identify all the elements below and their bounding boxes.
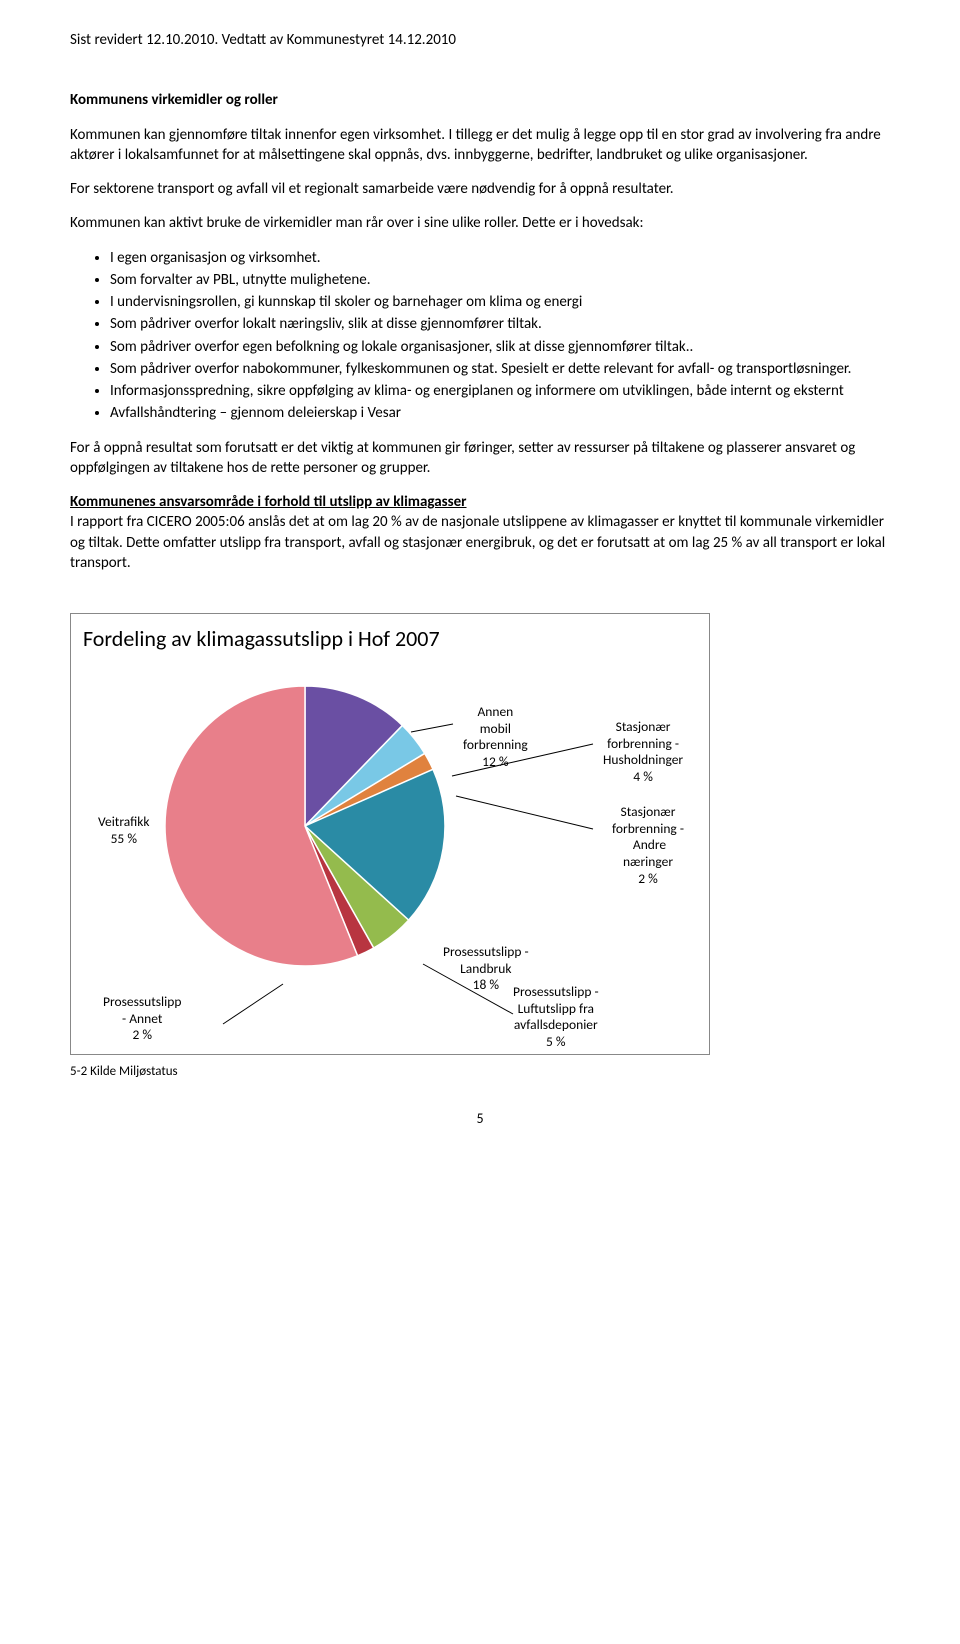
leader-line	[456, 796, 593, 829]
pie-label: Stasjonærforbrenning -Husholdninger4 %	[603, 719, 683, 787]
pie-chart-container: Fordeling av klimagassutslipp i Hof 2007…	[70, 613, 710, 1055]
subheading: Kommunenes ansvarsområde i forhold til u…	[70, 493, 467, 511]
chart-area: Annenmobilforbrenning12 % Stasjonærforbre…	[83, 664, 693, 1044]
bullet-item: I egen organisasjon og virksomhet.	[110, 248, 890, 268]
bullet-item: Som pådriver overfor nabokommuner, fylke…	[110, 359, 890, 379]
bullet-item: Avfallshåndtering – gjennom deleierskap …	[110, 403, 890, 423]
page-number: 5	[70, 1110, 890, 1129]
para-3: Kommunen kan aktivt bruke de virkemidler…	[70, 213, 890, 233]
chart-title: Fordeling av klimagassutslipp i Hof 2007	[83, 624, 697, 654]
bullet-item: I undervisningsrollen, gi kunnskap til s…	[110, 292, 890, 312]
pie-chart	[163, 684, 447, 968]
leader-line	[223, 984, 283, 1024]
para-5: I rapport fra CICERO 2005:06 anslås det …	[70, 513, 885, 572]
bullet-list: I egen organisasjon og virksomhet.Som fo…	[70, 248, 890, 424]
pie-label: Prosessutslipp- Annet2 %	[103, 994, 181, 1045]
subsection: Kommunenes ansvarsområde i forhold til u…	[70, 492, 890, 573]
bullet-item: Som forvalter av PBL, utnytte muligheten…	[110, 270, 890, 290]
para-1: Kommunen kan gjennomføre tiltak innenfor…	[70, 125, 890, 166]
section-title: Kommunens virkemidler og roller	[70, 90, 890, 110]
para-2: For sektorene transport og avfall vil et…	[70, 179, 890, 199]
chart-caption: 5-2 Kilde Miljøstatus	[70, 1063, 890, 1081]
pie-label: Annenmobilforbrenning12 %	[463, 704, 528, 772]
header-revision: Sist revidert 12.10.2010. Vedtatt av Kom…	[70, 30, 890, 50]
bullet-item: Informasjonsspredning, sikre oppfølging …	[110, 381, 890, 401]
bullet-item: Som pådriver overfor egen befolkning og …	[110, 337, 890, 357]
bullet-item: Som pådriver overfor lokalt næringsliv, …	[110, 314, 890, 334]
para-4: For å oppnå resultat som forutsatt er de…	[70, 438, 890, 479]
pie-label: Prosessutslipp -Luftutslipp fraavfallsde…	[513, 984, 599, 1052]
pie-label: Veitrafikk55 %	[98, 814, 150, 848]
pie-label: Stasjonærforbrenning - Andrenæringer2 %	[603, 804, 693, 888]
